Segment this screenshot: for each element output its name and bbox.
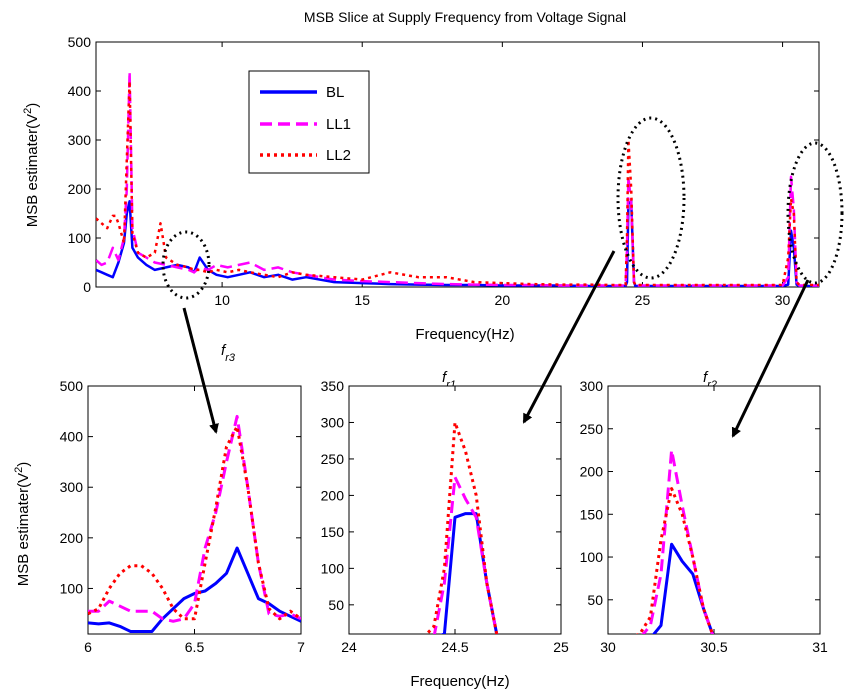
y-tick-label: 250 (321, 451, 345, 467)
bottom-x-axis-label: Frequency(Hz) (410, 673, 509, 690)
x-tick-label: 10 (214, 292, 230, 308)
y-tick-label: 0 (83, 279, 91, 295)
zoom-plot-fr3: 6 6.5 7 100 200 300 400 500 (60, 378, 305, 655)
y-tick-label: 400 (68, 83, 92, 99)
y-tick-label: 150 (321, 524, 345, 540)
series-line-bl (88, 546, 301, 633)
zoom-plot-fr2: 30 30.5 31 50 100 150 200 250 300 (580, 378, 828, 655)
y-tick-label: 300 (580, 378, 604, 394)
x-tick-label: 24 (341, 639, 357, 655)
subplot-title-fr3: fr3 (221, 342, 236, 364)
y-tick-label: 100 (321, 560, 345, 576)
y-tick-label: 300 (68, 132, 92, 148)
series-line-ll2 (635, 487, 715, 634)
series-line-bl (651, 542, 715, 634)
y-tick-label: 250 (580, 421, 604, 437)
y-tick-label: 300 (321, 414, 345, 430)
legend: BL LL1 LL2 (248, 70, 370, 174)
y-tick-label: 150 (580, 506, 604, 522)
main-chart-title: MSB Slice at Supply Frequency from Volta… (304, 9, 626, 25)
bottom-y-axis-label: MSB estimater(V2) (13, 462, 32, 586)
y-tick-label: 400 (60, 429, 84, 445)
y-tick-label: 200 (321, 487, 345, 503)
y-tick-label: 300 (60, 479, 84, 495)
y-tick-label: 350 (321, 378, 345, 394)
plot-frame (348, 385, 562, 635)
series-line-ll1 (88, 414, 301, 623)
legend-label-bl: BL (326, 84, 344, 101)
x-tick-label: 6.5 (185, 639, 205, 655)
y-tick-label: 100 (580, 549, 604, 565)
main-y-axis-label: MSB estimater(V2) (22, 103, 41, 227)
zoom-arrow-fr1 (522, 250, 616, 424)
series-line-ll1 (641, 448, 715, 634)
highlight-ellipse-fr3 (161, 230, 211, 300)
x-tick-label: 7 (297, 639, 305, 655)
y-tick-label: 50 (328, 597, 344, 613)
y-tick-label: 100 (68, 230, 92, 246)
x-tick-label: 30 (600, 639, 616, 655)
y-tick-label: 200 (60, 530, 84, 546)
y-tick-label: 100 (60, 580, 84, 596)
highlight-ellipse-fr1 (616, 116, 686, 280)
x-tick-label: 25 (553, 639, 569, 655)
y-tick-label: 200 (68, 181, 92, 197)
y-tick-label: 50 (587, 592, 603, 608)
x-tick-label: 24.5 (441, 639, 468, 655)
y-tick-label: 200 (580, 464, 604, 480)
legend-label-ll1: LL1 (326, 116, 351, 133)
zoom-plot-fr1: 24 24.5 25 50 100 150 200 250 300 350 (321, 378, 569, 655)
y-tick-label: 500 (68, 34, 92, 50)
series-line-ll2 (88, 425, 301, 621)
plot-frame (607, 385, 821, 635)
zoom-arrow-fr2 (731, 279, 810, 438)
series-line-ll2 (96, 79, 819, 287)
series-line-ll1 (432, 475, 499, 634)
legend-label-ll2: LL2 (326, 147, 351, 164)
zoom-arrow-fr3 (182, 307, 219, 434)
x-tick-label: 20 (495, 292, 511, 308)
x-tick-label: 25 (635, 292, 651, 308)
plot-frame (95, 41, 820, 288)
y-tick-label: 500 (60, 378, 84, 394)
highlight-ellipse-fr2 (786, 141, 844, 285)
x-tick-label: 31 (812, 639, 828, 655)
x-tick-label: 6 (84, 639, 92, 655)
x-tick-label: 15 (354, 292, 370, 308)
x-tick-label: 30 (775, 292, 791, 308)
main-x-axis-label: Frequency(Hz) (415, 326, 514, 343)
x-tick-label: 30.5 (700, 639, 727, 655)
